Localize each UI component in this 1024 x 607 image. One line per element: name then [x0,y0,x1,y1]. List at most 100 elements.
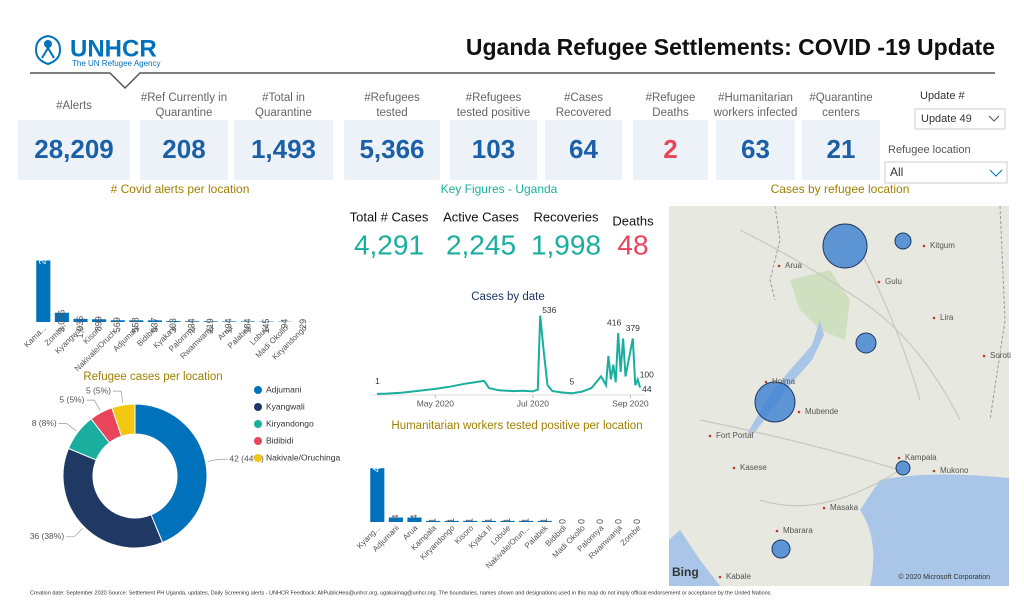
kpi-card [633,120,708,180]
data-label: 5 [570,377,575,387]
legend-swatch [254,437,262,445]
data-label: 569 [112,317,122,332]
place-label: Lira [940,313,954,322]
section-title: # Covid alerts per location [111,182,250,196]
key-figure-label: Recoveries [533,209,599,224]
bubble [855,332,877,354]
data-label: 145 [261,319,271,334]
bar [185,321,200,322]
lake-victoria [860,474,1009,586]
data-label: 1 [483,518,493,523]
x-tick-label: May 2020 [417,398,455,408]
data-label: 0 [595,519,605,524]
map: Bing © 2020 Microsoft Corporation [669,205,1009,586]
bar [388,517,403,522]
kpi-value: 103 [472,134,515,164]
kpi-label: #Ref Currently in [141,92,227,104]
leader-line [58,423,77,432]
place-label: Hoima [772,377,796,386]
footer: Creation date: September 2020 Source: Se… [30,590,772,596]
lake-edward [669,530,720,586]
bar [444,520,459,522]
bubble [771,539,791,559]
kpi-card [18,120,130,180]
key-figure-value: 4,291 [354,229,424,260]
data-label: 1 [375,376,380,386]
place-dot [764,380,768,384]
leader-line [112,390,124,404]
chart-title: Humanitarian workers tested positive per… [391,420,642,432]
x-tick-label: Sep 2020 [612,398,649,408]
chart-title: Refugee cases per location [83,371,222,383]
place-label: Mbarara [783,526,813,535]
kpi-label: Quarantine [255,107,312,119]
bar [240,321,255,322]
header-rule [30,72,995,90]
data-label: 1 [446,518,456,523]
bar [463,520,478,522]
place-dot [775,529,779,533]
bar [203,321,218,322]
place-dot [897,456,901,460]
kpi-label: #Refugee [646,92,696,104]
bar [110,320,125,322]
location-value: All [890,165,903,179]
kpi-value: 28,209 [34,134,114,164]
bar [129,320,144,322]
data-label: 536 [542,305,556,315]
legend-swatch [254,420,262,428]
kpi-card [234,120,333,180]
bubble [894,232,912,250]
location-chevron [989,169,1003,177]
place-label: Kasese [740,463,767,472]
key-figure-label: Active Cases [443,209,519,224]
place-label: Kampala [905,453,937,462]
bar [147,320,162,322]
bar [500,520,515,522]
place-label: Arua [785,261,802,270]
place-label: Mukono [940,466,969,475]
place-label: Kitgum [930,241,955,250]
place-dot [982,354,986,358]
page-title: Uganda Refugee Settlements: COVID -19 Up… [466,34,995,60]
data-label: 8 (8%) [32,418,57,428]
legend-label: Adjumani [266,384,302,394]
data-label: 184 [242,318,252,333]
leader-line [86,399,101,411]
update-dropdown[interactable] [914,108,1006,130]
location-dropdown[interactable] [884,161,1008,184]
kpi-label: #Refugees [466,92,522,104]
kpi-label: centers [822,107,860,119]
place-dot [777,264,781,268]
data-label: 44 [642,384,652,394]
update-value: Update 49 [921,113,972,125]
legend-label: Kyangwali [266,401,305,411]
donut-slice [62,447,164,549]
logo-emblem [34,34,62,66]
kpi-card [140,120,228,180]
map-provider: Bing [672,565,699,579]
data-label: 3,036 [56,310,66,333]
kpi-label: #Cases [564,92,603,104]
place-dot [797,410,801,414]
kpi-label: #Total in [262,92,305,104]
x-tick-label: Jul 2020 [517,398,549,408]
legend-label: Kiryandongo [266,418,314,428]
data-label: 48 [372,462,382,472]
map-attribution: © 2020 Microsoft Corporation [898,573,990,581]
bar [537,520,552,522]
data-label: 194 [224,318,234,333]
place-label: Mubende [805,407,839,416]
place-label: Kabale [726,572,751,581]
place-dot [732,466,736,470]
data-label: 4 [390,515,400,520]
place-label: Fort Portal [716,431,754,440]
data-label: 4 [409,515,419,520]
place-label: Gulu [885,277,902,286]
kpi-card [716,120,795,180]
data-label: 537 [149,317,159,332]
kpi-label: Deaths [652,107,689,119]
data-label: 303 [168,318,178,333]
park [790,270,850,340]
roads [699,229,961,507]
